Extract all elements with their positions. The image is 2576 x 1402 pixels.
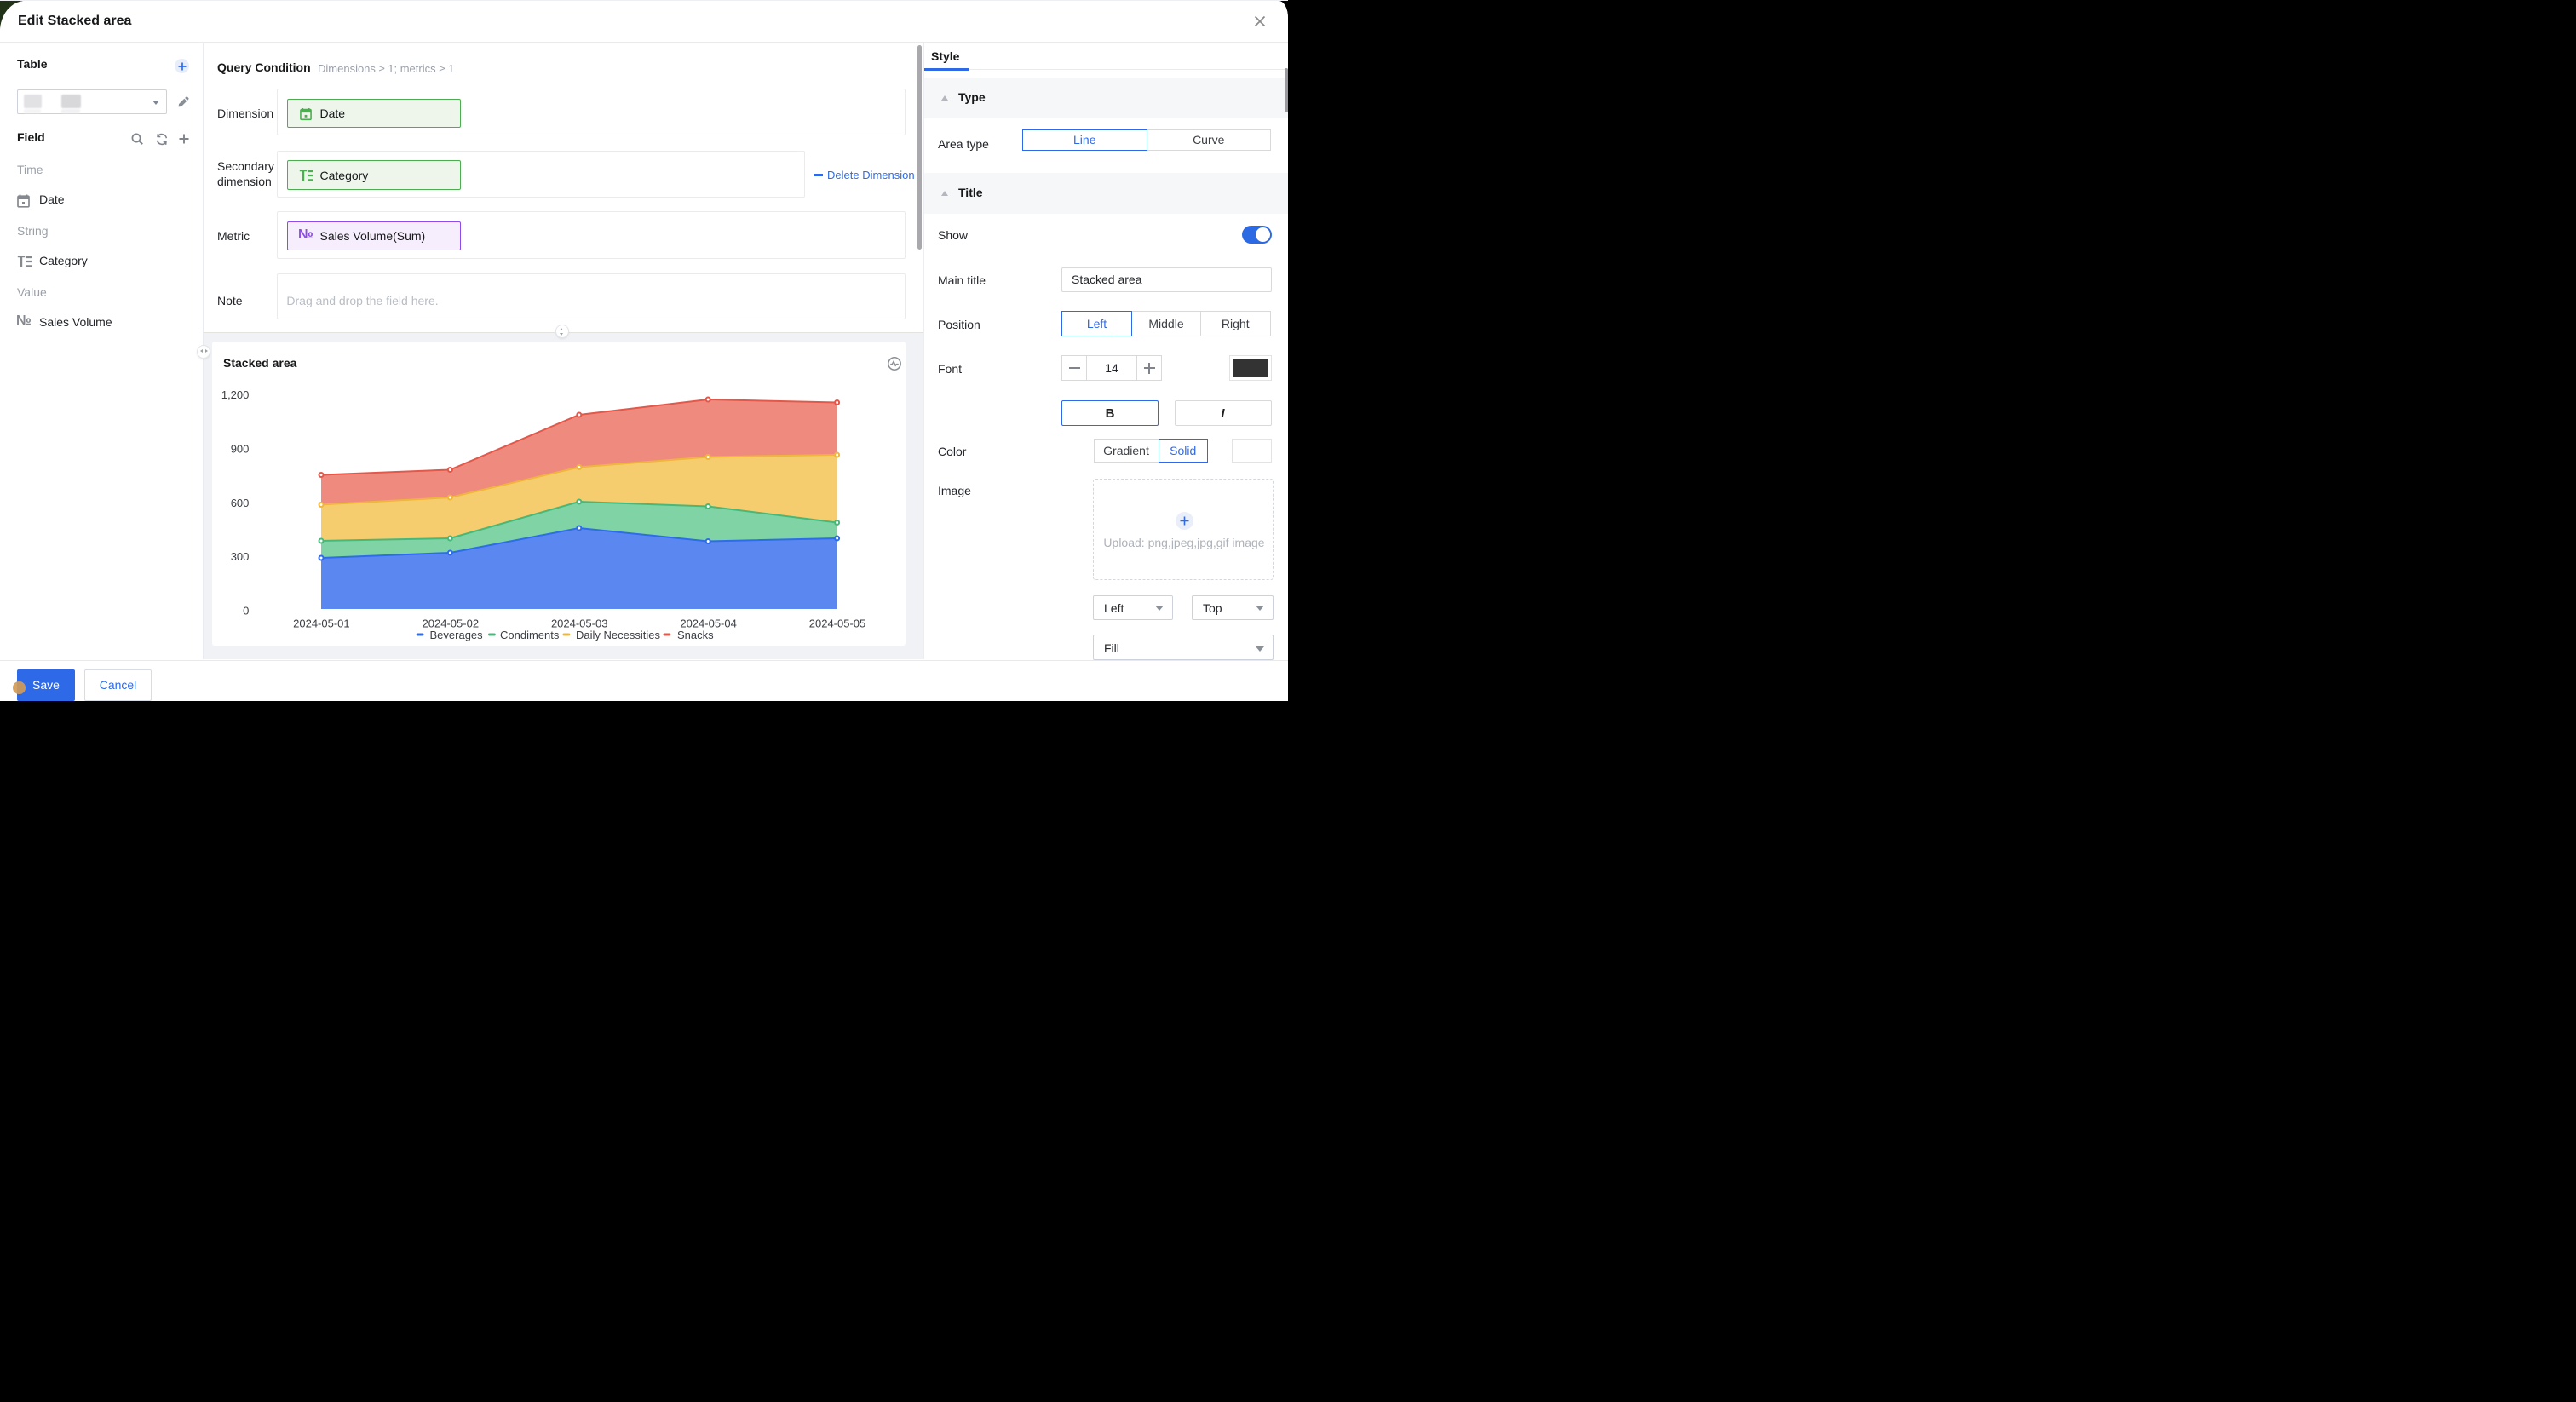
svg-text:300: 300 (231, 550, 250, 563)
svg-text:2024-05-01: 2024-05-01 (293, 618, 350, 630)
svg-text:1,200: 1,200 (221, 388, 250, 401)
svg-text:2024-05-03: 2024-05-03 (551, 618, 608, 630)
svg-text:2024-05-02: 2024-05-02 (423, 618, 480, 630)
svg-text:Daily Necessities: Daily Necessities (576, 629, 660, 641)
svg-text:600: 600 (231, 497, 250, 509)
svg-text:2024-05-04: 2024-05-04 (680, 618, 737, 630)
svg-text:2024-05-05: 2024-05-05 (809, 618, 866, 630)
svg-text:Beverages: Beverages (430, 629, 484, 641)
svg-text:0: 0 (243, 604, 249, 617)
svg-text:Condiments: Condiments (500, 629, 560, 641)
svg-text:900: 900 (231, 442, 250, 455)
svg-text:Snacks: Snacks (677, 629, 714, 641)
